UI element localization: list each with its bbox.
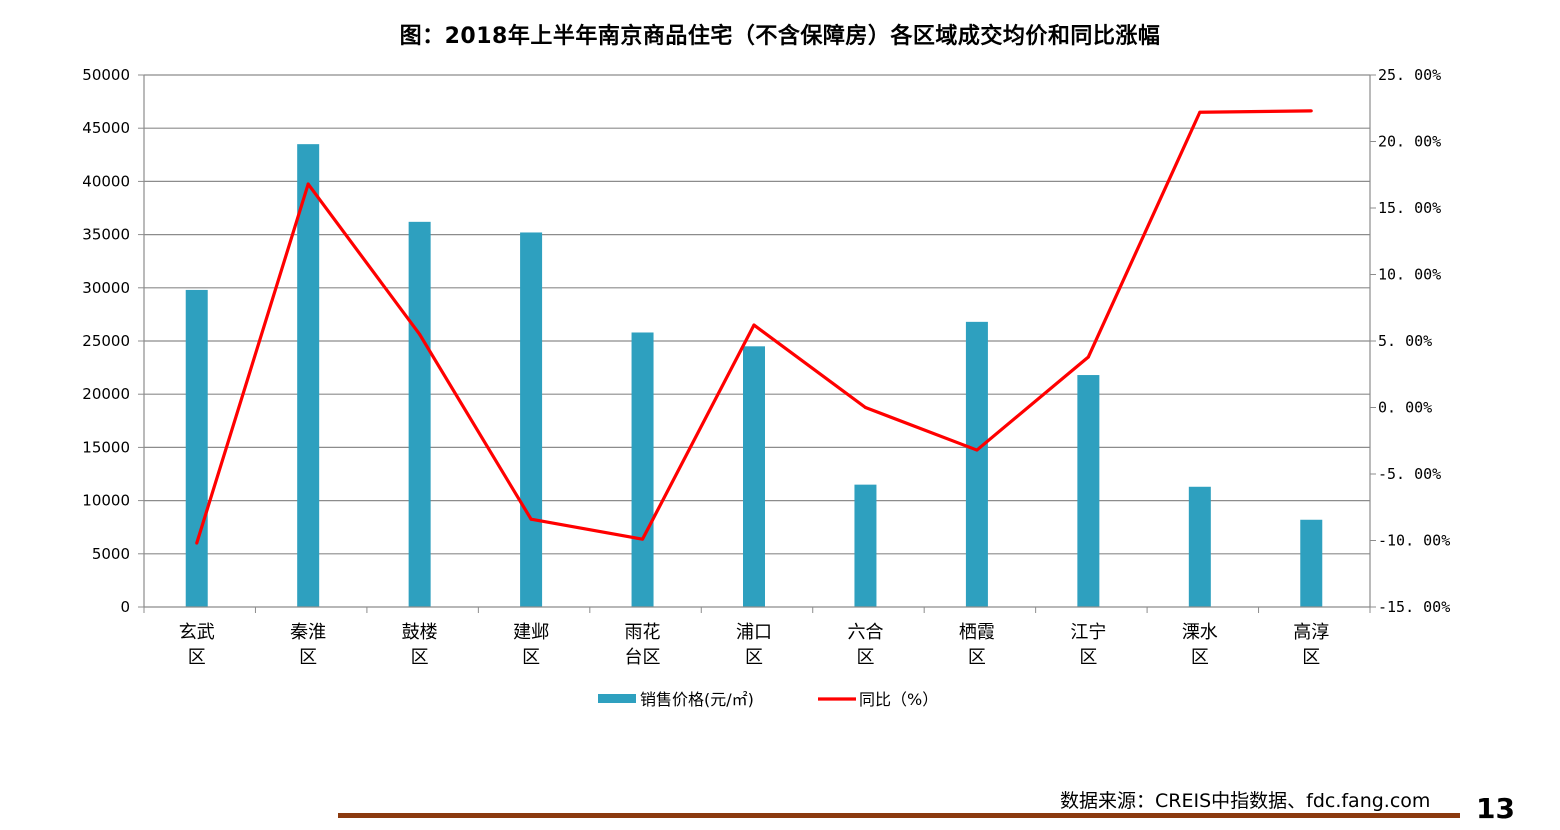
- y-left-tick-label: 10000: [82, 492, 130, 510]
- line-series: [195, 109, 1313, 545]
- line-point: [863, 406, 867, 409]
- x-tick-label: 鼓楼: [402, 622, 438, 643]
- x-tick-label: 区: [188, 647, 206, 668]
- x-tick-label: 建邺: [513, 622, 549, 643]
- x-tick-label: 雨花: [625, 622, 661, 643]
- line-point: [641, 537, 645, 541]
- footer-divider: [338, 813, 1460, 818]
- line-point: [1198, 110, 1202, 114]
- bar: [520, 232, 543, 608]
- y-left-tick-label: 5000: [92, 545, 130, 563]
- x-tick-label: 区: [968, 647, 986, 668]
- bar: [1077, 375, 1100, 607]
- legend-swatch-bar: [598, 694, 636, 703]
- x-tick-label: 溧水: [1182, 622, 1218, 643]
- y-left-tick-label: 35000: [82, 226, 130, 244]
- legend: 销售价格(元/㎡) 同比（%）: [598, 690, 938, 709]
- line-point: [975, 448, 979, 452]
- bar: [1188, 486, 1211, 607]
- y-left-tick-label: 15000: [82, 438, 130, 456]
- bar: [185, 289, 208, 607]
- axes: 0 5000 10000 15000 20000 25000 30000 35000 40000…: [82, 66, 1450, 668]
- y-right-tick-label: -10. 00%: [1378, 532, 1450, 550]
- y-right-tick-label: 5. 00%: [1378, 332, 1432, 350]
- x-tick-label: 区: [1302, 647, 1320, 668]
- source-note: 数据来源：CREIS中指数据、fdc.fang.com: [1060, 790, 1431, 812]
- y-left-tick-label: 45000: [82, 119, 130, 137]
- y-left-tick-label: 40000: [82, 172, 130, 190]
- x-tick-label: 玄武: [179, 622, 215, 643]
- y-right-tick-label: -5. 00%: [1378, 465, 1441, 483]
- x-tick-label: 浦口: [736, 622, 772, 643]
- line-point: [306, 182, 310, 186]
- bar: [743, 346, 765, 607]
- line-point: [529, 517, 533, 521]
- x-tick-label: 区: [411, 647, 429, 668]
- y-right-tick-label: 10. 00%: [1378, 266, 1441, 284]
- x-tick-label: 秦淮: [290, 622, 326, 643]
- legend-label-bar: 销售价格(元/㎡): [640, 690, 754, 709]
- y-left-tick-label: 25000: [82, 332, 130, 350]
- y-left-tick-label: 30000: [82, 279, 130, 297]
- line-point: [1086, 355, 1090, 359]
- x-tick-label: 栖霞: [959, 622, 995, 643]
- legend-label-line: 同比（%）: [859, 690, 938, 709]
- x-tick-label: 区: [1191, 647, 1209, 668]
- y-right-tick-label: 0. 00%: [1378, 399, 1432, 417]
- page-number: 13: [1476, 792, 1515, 825]
- line-point: [195, 541, 199, 545]
- y-left-tick-label: 0: [120, 598, 130, 616]
- x-tick-label: 区: [522, 647, 540, 668]
- y-right-tick-label: -15. 00%: [1378, 598, 1450, 616]
- y-left-tick-label: 20000: [82, 385, 130, 403]
- x-tick-label: 区: [299, 647, 317, 668]
- bar: [631, 332, 654, 607]
- x-tick-label: 区: [856, 647, 874, 668]
- x-tick-label: 六合: [847, 622, 883, 643]
- bar: [408, 221, 431, 607]
- bar-series: [185, 144, 1323, 608]
- bar: [965, 321, 988, 607]
- x-tick-label: 江宁: [1070, 622, 1106, 643]
- y-right-tick-label: 25. 00%: [1378, 66, 1441, 84]
- line-point: [418, 332, 422, 336]
- x-tick-label: 区: [1079, 647, 1097, 668]
- bar: [854, 484, 877, 607]
- bar: [297, 144, 320, 607]
- line-point: [1309, 109, 1313, 113]
- x-tick-label: 高淳: [1293, 622, 1329, 643]
- y-left-tick-label: 50000: [82, 66, 130, 84]
- x-tick-label: 区: [745, 647, 763, 668]
- bar: [1300, 519, 1323, 607]
- x-tick-label: 台区: [625, 647, 661, 668]
- line-point: [752, 323, 756, 327]
- y-right-tick-label: 20. 00%: [1378, 133, 1441, 151]
- y-right-tick-label: 15. 00%: [1378, 199, 1441, 217]
- chart-title: 图：2018年上半年南京商品住宅（不含保障房）各区域成交均价和同比涨幅: [399, 24, 1161, 49]
